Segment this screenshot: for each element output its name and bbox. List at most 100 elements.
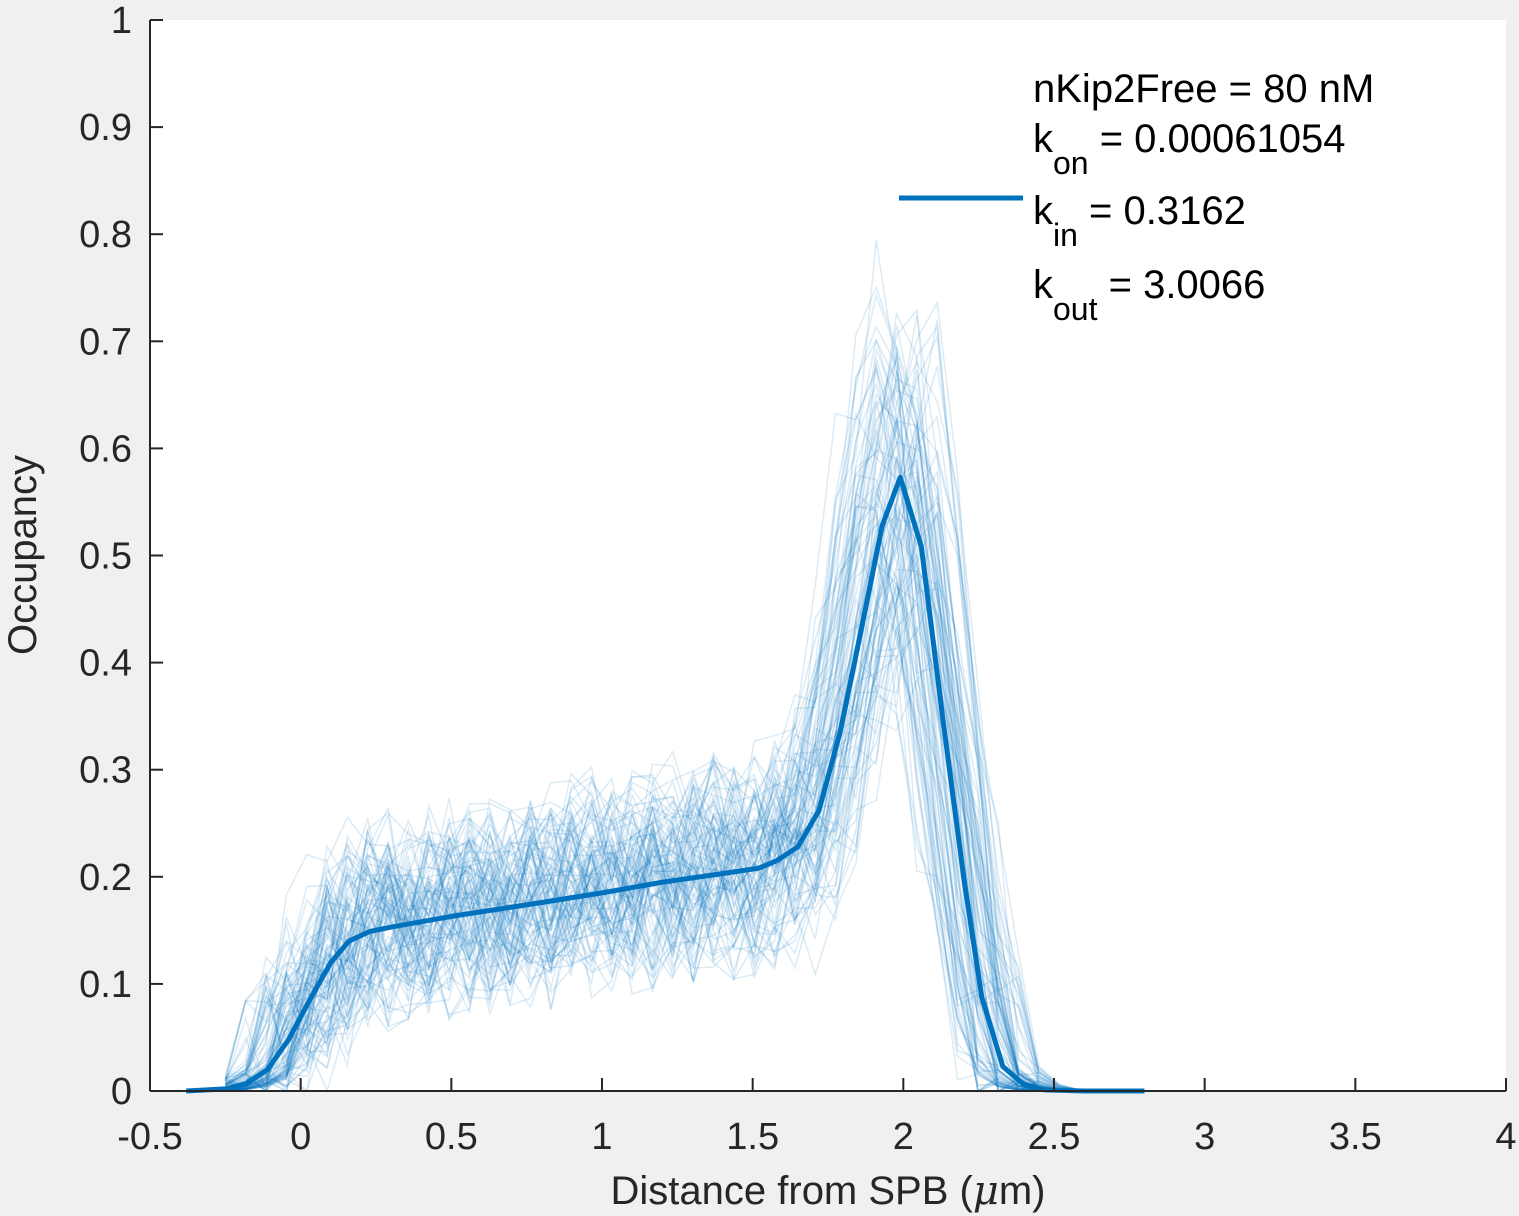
simulation-trace: [224, 502, 1080, 1092]
simulation-trace: [224, 325, 1080, 1092]
x-tick-label: 4: [1495, 1116, 1516, 1158]
y-tick-label: 0.4: [79, 643, 132, 685]
simulation-trace: [224, 543, 1080, 1093]
simulation-trace: [225, 443, 1080, 1092]
simulation-trace: [225, 581, 1080, 1092]
simulation-trace: [224, 555, 1080, 1092]
simulation-trace: [225, 360, 1080, 1091]
simulation-trace: [224, 491, 1080, 1092]
simulation-trace: [225, 325, 1080, 1092]
x-axis-label: Distance from SPB (μm): [611, 1168, 1046, 1214]
simulation-trace: [224, 429, 1080, 1092]
simulation-trace: [225, 479, 1080, 1092]
simulation-trace: [225, 649, 1080, 1094]
x-tick-label: 1.5: [726, 1116, 779, 1158]
simulation-trace: [225, 570, 1080, 1092]
simulation-trace: [225, 308, 1080, 1092]
x-tick-labels: -0.5 0 0.5 1 1.5 2 2.5 3 3.5 4: [117, 1116, 1516, 1158]
x-tick-label: -0.5: [117, 1116, 182, 1158]
simulation-trace: [225, 470, 1080, 1092]
simulation-trace: [225, 415, 1080, 1091]
simulation-trace: [225, 354, 1080, 1092]
x-tick-label: 2: [893, 1116, 914, 1158]
simulation-trace: [225, 511, 1080, 1091]
simulation-trace: [225, 501, 1080, 1093]
simulation-trace: [225, 568, 1080, 1092]
simulation-trace: [225, 300, 1080, 1091]
simulation-trace: [225, 292, 1080, 1092]
simulation-trace: [225, 494, 1080, 1091]
y-tick-label: 0.3: [79, 750, 132, 792]
simulation-trace: [224, 474, 1080, 1092]
axes: [149, 19, 1507, 1092]
x-tick-label: 0.5: [425, 1116, 478, 1158]
simulation-trace: [225, 562, 1080, 1093]
y-tick-label: 0.9: [79, 107, 132, 149]
x-tick-label: 1: [591, 1116, 612, 1158]
simulation-trace: [225, 324, 1080, 1093]
simulation-trace: [225, 512, 1080, 1092]
simulation-trace: [225, 384, 1080, 1092]
simulation-trace: [225, 578, 1080, 1092]
simulation-trace: [225, 389, 1080, 1092]
simulation-trace: [225, 285, 1080, 1092]
legend-line-2: kon = 0.00061054: [1033, 117, 1346, 181]
simulation-trace: [224, 363, 1080, 1093]
mean-series: [186, 474, 1145, 1094]
simulation-trace: [225, 420, 1080, 1092]
simulation-trace: [225, 502, 1080, 1092]
simulation-trace: [225, 345, 1080, 1093]
simulation-trace: [225, 514, 1080, 1092]
simulation-trace: [225, 334, 1080, 1093]
simulation-trace: [225, 455, 1080, 1092]
y-tick-label: 0.6: [79, 428, 132, 470]
simulation-trace: [225, 378, 1080, 1092]
y-tick-label: 0.7: [79, 321, 132, 363]
simulation-trace: [225, 310, 1080, 1092]
simulation-trace: [224, 357, 1080, 1092]
legend-line-1: nKip2Free = 80 nM: [1033, 67, 1374, 111]
simulation-trace: [224, 339, 1080, 1092]
simulation-trace: [225, 551, 1080, 1093]
simulation-trace: [225, 484, 1080, 1092]
simulation-trace: [224, 449, 1080, 1092]
simulation-trace: [224, 358, 1080, 1092]
simulation-trace: [225, 583, 1080, 1092]
legend-line-3: kin = 0.3162: [1033, 189, 1246, 253]
simulation-trace: [225, 350, 1080, 1092]
simulation-trace: [224, 381, 1080, 1092]
x-tick-label: 0: [290, 1116, 311, 1158]
simulation-trace: [225, 533, 1080, 1093]
simulation-trace: [225, 369, 1080, 1092]
x-tick-label: 3: [1194, 1116, 1215, 1158]
y-tick-label: 0.5: [79, 536, 132, 578]
simulation-trace: [225, 509, 1080, 1092]
simulation-trace: [224, 364, 1080, 1092]
y-tick-labels: 0 0.1 0.2 0.3 0.4 0.5 0.6 0.7 0.8 0.9 1: [79, 0, 132, 1113]
simulation-trace: [224, 346, 1080, 1092]
x-tick-label: 3.5: [1329, 1116, 1382, 1158]
simulation-trace: [225, 420, 1080, 1092]
y-tick-label: 0.2: [79, 857, 132, 899]
y-axis-label: Occupancy: [1, 455, 45, 655]
simulation-trace: [225, 626, 1080, 1092]
simulation-trace: [224, 338, 1080, 1092]
simulation-trace: [224, 542, 1080, 1093]
y-tick-label: 1: [111, 0, 132, 42]
y-tick-label: 0: [111, 1071, 132, 1113]
simulation-trace: [225, 479, 1080, 1093]
legend: nKip2Free = 80 nM kon = 0.00061054 kin =…: [899, 67, 1374, 327]
simulation-trace: [225, 369, 1080, 1092]
simulation-trace: [225, 320, 1080, 1092]
plot-area: [150, 20, 1506, 1091]
simulation-trace: [225, 484, 1080, 1092]
simulation-trace: [225, 530, 1080, 1092]
simulation-trace: [224, 556, 1080, 1093]
simulation-trace: [225, 506, 1080, 1092]
simulation-trace: [225, 420, 1080, 1092]
simulation-trace: [224, 417, 1080, 1092]
y-tick-label: 0.1: [79, 964, 132, 1006]
simulation-trace: [224, 522, 1080, 1092]
simulation-trace: [225, 602, 1080, 1093]
